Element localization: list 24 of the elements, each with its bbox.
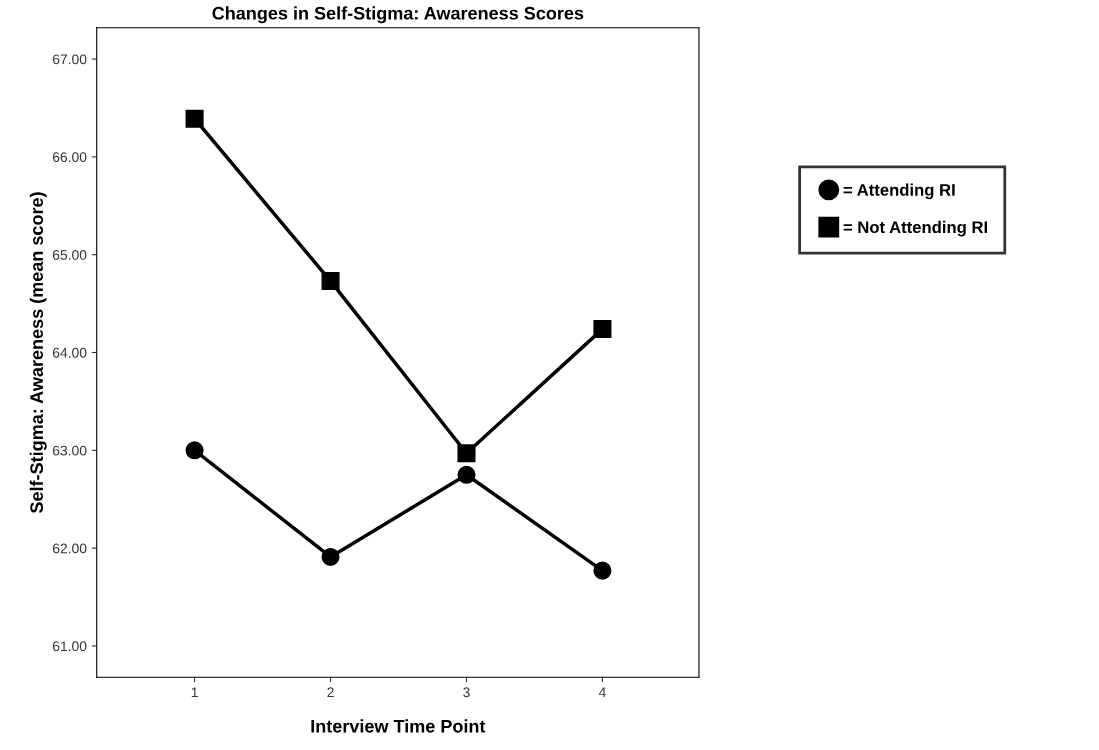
y-tick-label: 61.00 [52,641,87,652]
y-tick-label: 63.00 [52,445,87,456]
point [457,444,476,463]
point [321,547,340,566]
point [185,109,204,128]
x-tick-label: 3 [463,687,470,698]
point [457,465,476,484]
point [593,319,612,339]
y-tick-label: 64.00 [52,347,87,358]
legend-label: = Attending RI [843,183,955,200]
point [185,441,204,460]
y-tick-label: 65.00 [52,250,87,260]
point [321,272,340,291]
x-tick-label: 1 [191,687,198,698]
chart-title: Changes in Self-Stigma: Awareness Scores [212,6,584,24]
legend-label: = Not Attending RI [843,220,988,237]
y-tick-label: 67.00 [52,54,87,65]
x-axis-title: Interview Time Point [311,719,486,733]
x-tick-label: 4 [598,687,606,698]
y-tick-label: 66.00 [52,152,87,163]
x-tick-label: 2 [327,687,334,698]
y-axis-title: Self-Stigma: Awareness (mean score) [29,192,47,514]
y-tick-label: 62.00 [52,543,87,554]
point [593,561,612,580]
